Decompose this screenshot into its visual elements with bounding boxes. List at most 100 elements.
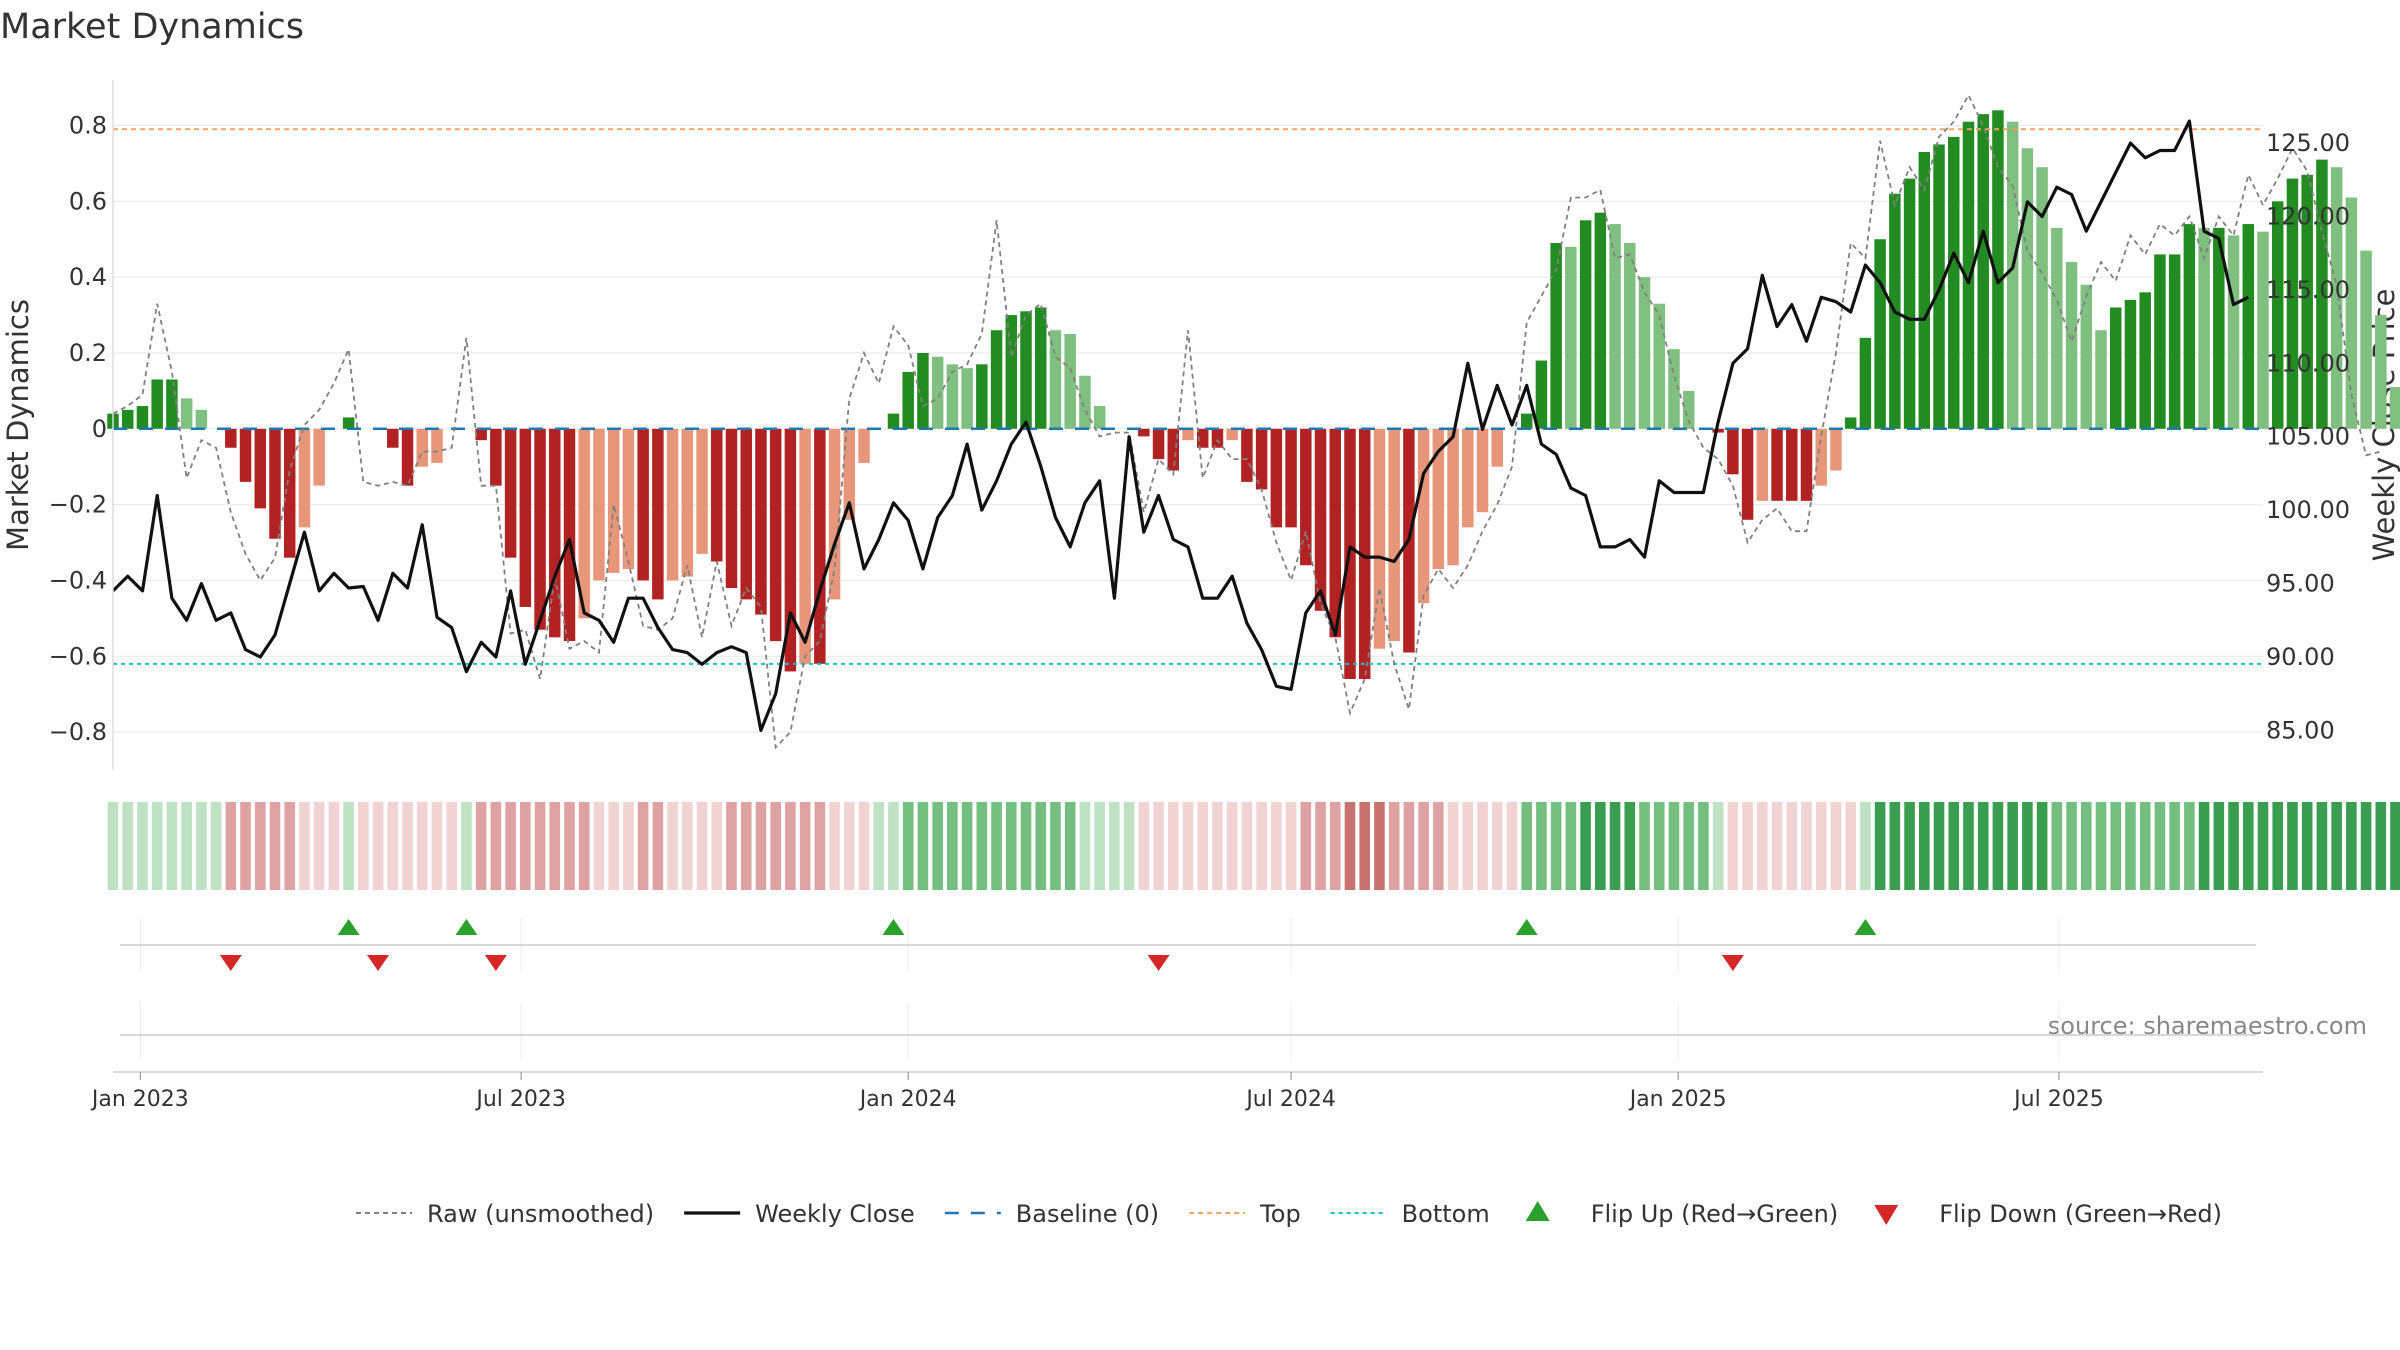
regime-cell [1271, 802, 1282, 890]
y2-tick-label: 125.00 [2266, 129, 2350, 157]
regime-cell [299, 802, 310, 890]
dynamics-bar [534, 428, 546, 630]
regime-cell [1801, 802, 1812, 890]
dynamics-bar [401, 428, 414, 486]
dynamics-bar [2021, 148, 2034, 429]
dynamics-bar [387, 428, 399, 448]
regime-cell [1005, 802, 1017, 890]
regime-cell [1182, 802, 1194, 890]
dynamics-bar [2227, 235, 2240, 429]
regime-cell [2198, 802, 2210, 890]
regime-cell [1550, 802, 1562, 890]
dynamics-bar [1226, 428, 1238, 441]
dynamics-bar [269, 428, 281, 539]
dynamics-bar [1034, 307, 1047, 429]
dynamics-bar [1874, 239, 1886, 429]
regime-cell [1889, 802, 1901, 890]
dynamics-bar [1977, 114, 1989, 429]
regime-cell [2228, 802, 2239, 890]
regime-cell [814, 802, 826, 890]
dynamics-bar [1771, 428, 1783, 501]
dynamics-bar [2286, 178, 2299, 429]
regime-cell [1447, 802, 1459, 890]
dynamics-bar [1138, 428, 1150, 437]
dynamics-bar [1653, 303, 1665, 429]
regime-cell [269, 802, 281, 890]
dynamics-bar [1624, 243, 1636, 429]
dynamics-bar [151, 379, 163, 429]
regime-cell [1727, 802, 1739, 890]
regime-cell [623, 802, 634, 890]
dynamics-bar [961, 368, 973, 429]
dynamics-bar [136, 406, 149, 429]
regime-cell [1344, 802, 1356, 890]
regime-cell [947, 802, 958, 890]
regime-cell [2169, 802, 2180, 890]
regime-cell [593, 802, 605, 890]
regime-cell [608, 802, 619, 890]
dynamics-bar [740, 428, 752, 600]
dynamics-bars [107, 110, 2400, 680]
legend-label: Flip Down (Green→Red) [1939, 1200, 2222, 1228]
legend-item: Raw (unsmoothed) [356, 1200, 654, 1228]
dynamics-bar [1476, 428, 1489, 513]
flip-up-marker [455, 919, 478, 935]
dynamics-bar [563, 428, 576, 642]
regime-cell [785, 802, 796, 890]
regime-cell [475, 802, 487, 890]
dynamics-bar [990, 330, 1003, 429]
dynamics-bar [887, 413, 900, 429]
regime-cell [578, 802, 590, 890]
regime-cell [1786, 802, 1798, 890]
regime-cell [1197, 802, 1209, 890]
regime-cell [461, 802, 472, 890]
regime-cell [564, 802, 575, 890]
dynamics-bar [1373, 428, 1386, 649]
dynamics-bar [2389, 387, 2400, 429]
regime-cell [740, 802, 752, 890]
regime-cell [1226, 802, 1238, 890]
empty-panel [120, 1003, 2256, 1060]
regime-cell [2272, 802, 2284, 890]
y-tick-label: 0 [92, 415, 107, 443]
dynamics-bar [607, 428, 620, 573]
dynamics-bar [1638, 277, 1651, 429]
dynamics-bar [946, 364, 959, 429]
dynamics-bar [1079, 375, 1091, 429]
legend-swatch [1874, 1205, 1899, 1225]
x-axis: Jan 2023 Jul 2023 Jan 2024 Jul 2024 Jan 2025… [90, 1071, 2263, 1112]
flip-up-marker [882, 919, 905, 935]
flip-down-marker [484, 955, 507, 971]
regime-cell [2287, 802, 2298, 890]
regime-cell [549, 802, 561, 890]
dynamics-bar [549, 428, 561, 638]
dynamics-bar [755, 428, 767, 615]
dynamics-bar [2345, 197, 2358, 429]
dynamics-bar [917, 352, 929, 429]
legend-item: Top [1189, 1200, 1301, 1228]
dynamics-bar [1550, 243, 1562, 429]
regime-cell [1639, 802, 1650, 890]
regime-cell [1860, 802, 1871, 890]
dynamics-bar [2330, 167, 2343, 429]
dynamics-bar [1741, 428, 1754, 520]
raw-series-line [112, 93, 2382, 750]
y2-tick-label: 100.00 [2266, 496, 2350, 524]
legend-item: Baseline (0) [944, 1200, 1159, 1228]
regime-cell [166, 802, 178, 890]
regime-cell [770, 802, 781, 890]
regime-cell [196, 802, 207, 890]
dynamics-bar [1830, 428, 1842, 471]
dynamics-bar [475, 428, 487, 441]
x-tick-label: Jul 2023 [474, 1087, 566, 1112]
regime-cell [1138, 802, 1150, 890]
legend-label: Flip Up (Red→Green) [1591, 1200, 1839, 1228]
dynamics-bar [2375, 315, 2387, 429]
dynamics-bar [1682, 390, 1695, 429]
dynamics-bar [711, 428, 723, 562]
flip-up-marker [1515, 919, 1538, 935]
regime-cell [1329, 802, 1341, 890]
regime-cell [1757, 802, 1768, 890]
regime-cell [2139, 802, 2151, 890]
dynamics-bar [2124, 299, 2137, 429]
